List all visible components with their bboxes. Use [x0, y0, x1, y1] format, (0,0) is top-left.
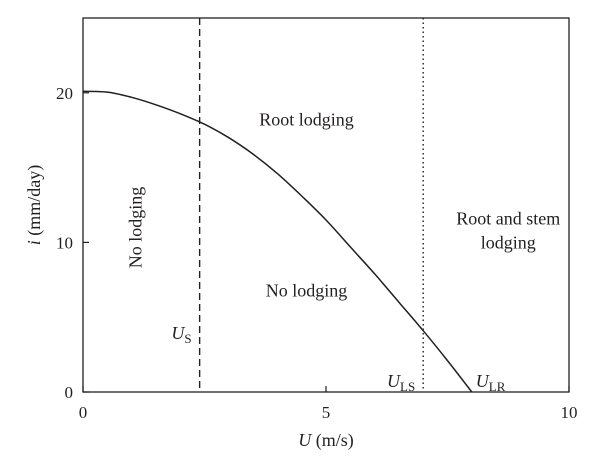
lodging-threshold-curve	[82, 90, 473, 393]
y-tick-label: 0	[65, 383, 74, 402]
region-label-0: Root lodging	[259, 110, 354, 130]
y-axis-variable: i	[24, 240, 44, 245]
y-axis-unit: (mm/day)	[24, 165, 45, 236]
region-label-1: No lodging	[125, 187, 145, 269]
threshold-label-ls: ULS	[387, 371, 415, 394]
region-label-3: Root and stem lodging	[456, 208, 560, 252]
y-axis-title: i (mm/day)	[24, 165, 45, 246]
plot-frame	[82, 17, 570, 393]
threshold-label-s: US	[171, 323, 191, 346]
region-label-2: No lodging	[266, 280, 348, 300]
x-axis-title: U (m/s)	[298, 430, 354, 451]
x-tick-label: 5	[322, 403, 331, 422]
x-tick-label: 10	[561, 403, 578, 422]
x-tick-label: 0	[79, 403, 88, 422]
chart-marks: 0 5 10 0 10 20 US ULS ULR Root lodging No lodging N…	[56, 18, 578, 422]
x-axis-variable: U	[298, 430, 312, 450]
y-tick-label: 20	[56, 84, 73, 103]
threshold-label-lr: ULR	[476, 371, 506, 394]
y-tick-label: 10	[56, 233, 73, 252]
x-axis-unit: (m/s)	[316, 430, 354, 451]
